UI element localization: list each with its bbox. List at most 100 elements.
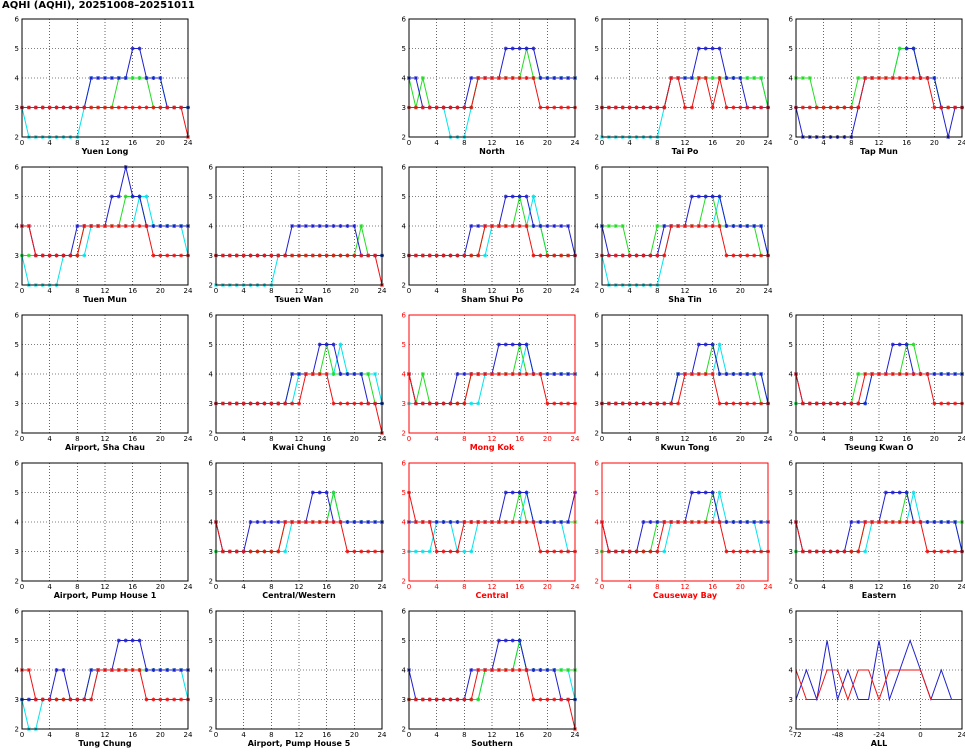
data-point — [338, 253, 343, 258]
data-point — [276, 549, 281, 554]
data-point — [566, 224, 571, 228]
x-tick-label: 8 — [75, 583, 79, 591]
data-point — [61, 105, 66, 110]
data-point — [510, 490, 515, 495]
data-point — [490, 76, 494, 80]
data-point — [373, 520, 378, 524]
y-tick-label: 4 — [402, 75, 407, 83]
data-point — [413, 76, 418, 80]
data-point — [613, 105, 618, 110]
data-point — [510, 46, 515, 51]
x-tick-label: 4 — [47, 139, 52, 147]
x-tick-label: 20 — [156, 287, 165, 295]
data-point — [510, 76, 515, 80]
data-point — [503, 372, 508, 376]
x-tick-label: 12 — [488, 731, 497, 739]
data-point — [345, 401, 350, 406]
data-point — [752, 520, 757, 524]
data-point — [939, 372, 944, 376]
data-point — [883, 520, 888, 524]
data-point — [262, 549, 267, 554]
plot-title: Sha Tin — [668, 295, 702, 304]
data-point — [123, 224, 128, 228]
data-point — [531, 194, 536, 199]
plot-frame — [408, 462, 576, 582]
data-point — [620, 401, 625, 406]
data-point — [420, 253, 425, 258]
data-point — [745, 401, 750, 406]
data-point — [724, 549, 729, 554]
data-point — [68, 105, 73, 110]
data-point — [877, 76, 881, 80]
chart-sha-tin: 0 4 8 12 16 20 24 2 3 4 5 6 Sha Tin — [595, 164, 773, 305]
y-tick-label: 2 — [402, 134, 406, 142]
data-point — [946, 372, 951, 376]
plot-frame — [795, 610, 963, 730]
data-point — [331, 401, 336, 406]
data-point — [641, 520, 646, 524]
data-point — [821, 549, 826, 554]
data-point — [669, 520, 674, 524]
data-point — [538, 76, 543, 80]
y-tick-label: 2 — [209, 282, 213, 290]
x-tick-label: 0 — [407, 435, 411, 443]
y-tick-label: 2 — [15, 430, 19, 438]
chart-all: -72 -48 -24 0 24 2 3 4 5 6 ALL — [789, 608, 965, 749]
data-point — [116, 76, 121, 80]
data-point — [870, 520, 875, 524]
y-tick-label: 2 — [595, 282, 599, 290]
x-tick-label: 20 — [350, 731, 359, 739]
data-point — [352, 253, 357, 258]
x-tick-label: 12 — [488, 287, 497, 295]
data-point — [448, 697, 453, 702]
data-point — [738, 253, 743, 258]
plot-frame — [408, 314, 576, 434]
y-tick-label: 5 — [209, 341, 213, 349]
data-point — [227, 253, 232, 258]
data-point — [897, 76, 902, 80]
x-tick-label: 0 — [20, 731, 24, 739]
data-point — [849, 401, 854, 406]
data-point — [890, 372, 895, 376]
chart-tseung-kwan-o: 0 4 8 12 16 20 24 2 3 4 5 6 Tseung Kwan O — [789, 312, 965, 453]
y-tick-label: 3 — [595, 104, 599, 112]
data-point — [731, 224, 736, 228]
x-tick-label: 12 — [681, 139, 690, 147]
data-point — [179, 105, 184, 110]
data-point — [545, 668, 550, 672]
data-point — [710, 342, 715, 347]
plot-title: Central — [476, 591, 509, 600]
data-point — [676, 224, 681, 228]
data-point — [814, 549, 819, 554]
data-point — [828, 401, 833, 406]
data-point — [648, 253, 653, 258]
data-point — [345, 520, 350, 524]
data-point — [724, 401, 729, 406]
y-tick-label: 5 — [789, 489, 793, 497]
x-tick-label: 8 — [655, 287, 659, 295]
data-point — [441, 697, 446, 702]
y-tick-label: 3 — [402, 548, 406, 556]
plot-frame — [21, 314, 189, 434]
x-tick-label: 20 — [930, 139, 939, 147]
data-point — [26, 253, 31, 258]
plot-frame — [601, 166, 769, 286]
x-tick-label: 24 — [184, 139, 193, 147]
data-point — [324, 520, 329, 524]
data-point — [96, 668, 101, 672]
chart-kwun-tong: 0 4 8 12 16 20 24 2 3 4 5 6 Kwun Tong — [595, 312, 773, 453]
y-tick-label: 4 — [209, 223, 214, 231]
x-tick-label: 16 — [515, 435, 524, 443]
data-point — [496, 638, 501, 643]
data-point — [366, 372, 371, 376]
data-point — [946, 520, 951, 524]
data-point — [662, 253, 667, 258]
data-point — [517, 520, 522, 524]
chart-tai-po: 0 4 8 12 16 20 24 2 3 4 5 6 Tai Po — [595, 16, 773, 157]
data-point — [552, 105, 557, 110]
data-point — [276, 401, 281, 406]
y-tick-label: 5 — [789, 637, 793, 645]
data-point — [510, 194, 515, 199]
data-point — [759, 76, 764, 80]
data-point — [897, 490, 902, 495]
